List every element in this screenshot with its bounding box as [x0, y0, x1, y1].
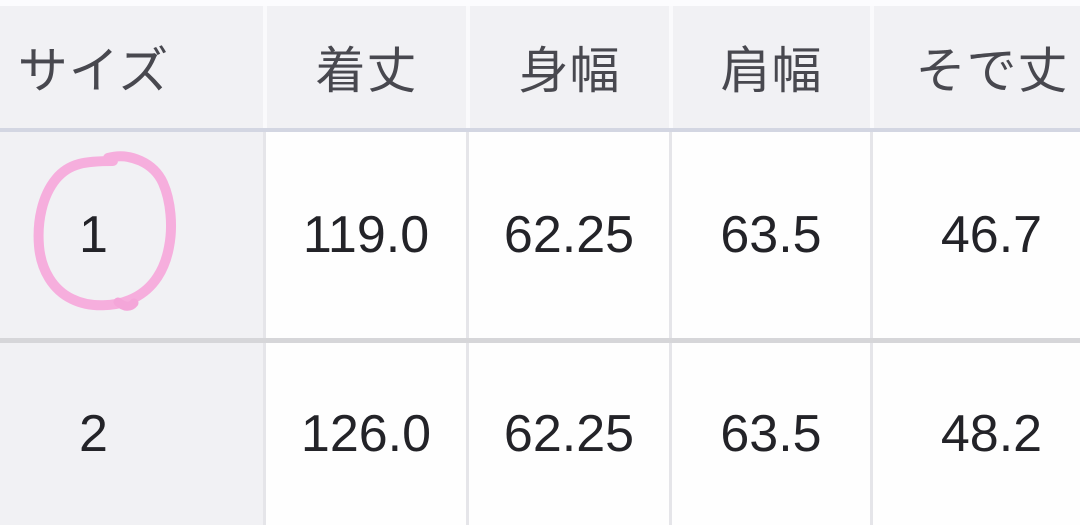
header-label-size: サイズ — [17, 43, 170, 99]
table-row-size-1: 1 119.0 62.25 63.5 46.7 — [0, 132, 1080, 343]
cell-shoulder-width-1: 63.5 — [669, 132, 870, 338]
cell-size-1: 1 — [0, 132, 263, 338]
table-header-row: サイズ 着丈 身幅 肩幅 そで丈 — [0, 0, 1080, 132]
cell-body-width-1: 62.25 — [466, 132, 669, 338]
header-label-sleeve-length: そで丈 — [915, 43, 1069, 99]
header-label-shoulder-width: 肩幅 — [720, 43, 823, 99]
shoulder-width-2-value: 63.5 — [720, 405, 822, 463]
size-2-value: 2 — [79, 405, 108, 463]
length-2-value: 126.0 — [300, 405, 432, 463]
cell-length-1: 119.0 — [263, 132, 466, 338]
header-cell-length: 着丈 — [263, 6, 466, 128]
sleeve-length-1-value: 46.7 — [940, 206, 1043, 264]
body-width-1-value: 62.25 — [503, 206, 635, 264]
header-label-length: 着丈 — [315, 43, 418, 99]
header-cell-body-width: 身幅 — [466, 6, 669, 128]
cell-body-width-2: 62.25 — [466, 343, 669, 525]
cell-length-2: 126.0 — [263, 343, 466, 525]
header-cell-sleeve-length: そで丈 — [870, 6, 1080, 128]
size-1-value: 1 — [79, 206, 108, 264]
sleeve-length-2-value: 48.2 — [940, 405, 1043, 463]
header-cell-shoulder-width: 肩幅 — [669, 6, 870, 128]
table-row-size-2: 2 126.0 62.25 63.5 48.2 — [0, 343, 1080, 525]
cell-shoulder-width-2: 63.5 — [669, 343, 870, 525]
cell-sleeve-length-2: 48.2 — [870, 343, 1080, 525]
header-cell-size: サイズ — [0, 6, 263, 128]
cell-size-2: 2 — [0, 343, 263, 525]
length-1-value: 119.0 — [302, 206, 430, 264]
shoulder-width-1-value: 63.5 — [720, 206, 822, 264]
cell-sleeve-length-1: 46.7 — [870, 132, 1080, 338]
body-width-2-value: 62.25 — [503, 405, 635, 463]
header-label-body-width: 身幅 — [518, 43, 621, 99]
